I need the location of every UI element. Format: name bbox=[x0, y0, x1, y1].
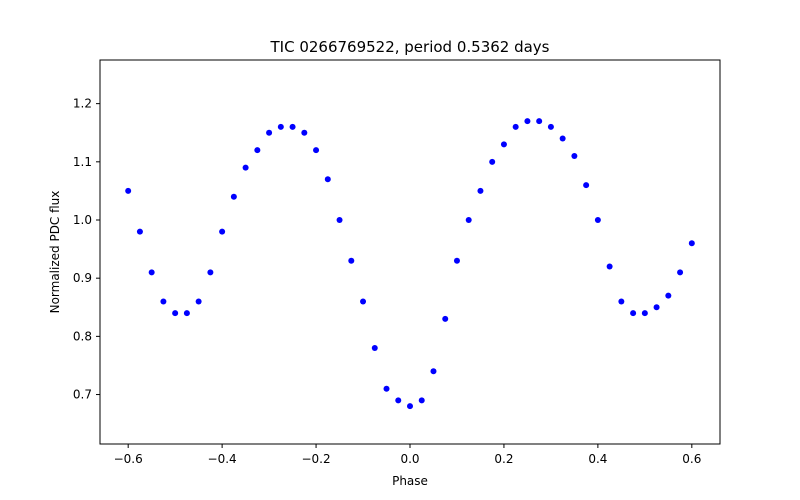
data-point bbox=[172, 310, 179, 317]
x-tick-label: −0.6 bbox=[114, 452, 143, 466]
y-tick-label: 0.9 bbox=[73, 271, 92, 285]
data-point bbox=[407, 403, 413, 410]
data-point bbox=[289, 123, 296, 130]
data-point bbox=[371, 345, 378, 351]
data-point bbox=[665, 292, 672, 299]
x-axis-ticks: −0.6 −0.4 −0.2 0.0 0.2 0.4 0.6 bbox=[114, 444, 701, 466]
data-point bbox=[148, 269, 155, 276]
data-point bbox=[230, 193, 237, 200]
data-point bbox=[442, 315, 449, 322]
data-point bbox=[183, 310, 190, 317]
x-tick-label: −0.4 bbox=[208, 452, 237, 466]
data-point bbox=[360, 298, 367, 305]
data-point bbox=[418, 397, 425, 404]
y-axis-ticks: 0.7 0.8 0.9 1.0 1.1 1.2 bbox=[73, 97, 100, 402]
data-point bbox=[489, 158, 496, 165]
data-point bbox=[653, 304, 660, 311]
data-point bbox=[336, 217, 343, 223]
chart-title: TIC 0266769522, period 0.5362 days bbox=[269, 38, 549, 56]
x-axis-title: Phase bbox=[392, 474, 428, 488]
x-tick-label: −0.2 bbox=[301, 452, 330, 466]
data-point bbox=[512, 123, 519, 130]
data-point bbox=[195, 298, 202, 305]
data-point bbox=[207, 269, 214, 276]
data-point bbox=[677, 269, 684, 276]
y-tick-label: 1.1 bbox=[73, 155, 92, 169]
data-point bbox=[571, 153, 578, 159]
data-point bbox=[641, 310, 648, 317]
data-point bbox=[254, 147, 261, 154]
data-point bbox=[125, 187, 132, 194]
y-axis-title: Normalized PDC flux bbox=[48, 191, 62, 314]
x-tick-label: 0.6 bbox=[682, 452, 701, 466]
x-tick-label: 0.0 bbox=[400, 452, 419, 466]
data-point bbox=[219, 228, 226, 235]
x-tick-label: 0.2 bbox=[494, 452, 513, 466]
data-point bbox=[395, 397, 402, 404]
data-point bbox=[383, 385, 390, 392]
y-tick-label: 0.8 bbox=[73, 329, 92, 343]
y-tick-label: 1.2 bbox=[73, 97, 92, 111]
y-tick-label: 1.0 bbox=[73, 213, 92, 227]
y-tick-label: 0.7 bbox=[73, 388, 92, 402]
x-tick-label: 0.4 bbox=[588, 452, 607, 466]
data-point bbox=[524, 118, 531, 125]
data-point bbox=[465, 217, 472, 223]
data-point bbox=[618, 298, 625, 305]
data-point bbox=[430, 368, 437, 375]
data-point bbox=[477, 187, 484, 194]
data-point bbox=[606, 263, 613, 270]
data-point bbox=[583, 182, 590, 189]
data-point bbox=[688, 240, 695, 247]
data-point bbox=[301, 129, 308, 136]
data-point bbox=[536, 118, 543, 125]
data-point bbox=[160, 298, 167, 305]
data-point bbox=[547, 123, 554, 130]
data-point bbox=[136, 228, 143, 235]
data-points bbox=[125, 118, 695, 410]
data-point bbox=[630, 310, 637, 317]
data-point bbox=[313, 147, 320, 154]
data-point bbox=[266, 129, 273, 136]
data-point bbox=[559, 135, 566, 142]
data-point bbox=[348, 257, 355, 264]
data-point bbox=[324, 176, 331, 183]
data-point bbox=[277, 123, 284, 130]
data-point bbox=[500, 141, 507, 148]
data-point bbox=[594, 217, 601, 223]
data-point bbox=[242, 164, 249, 171]
plot-frame bbox=[99, 59, 721, 445]
data-point bbox=[453, 257, 460, 264]
